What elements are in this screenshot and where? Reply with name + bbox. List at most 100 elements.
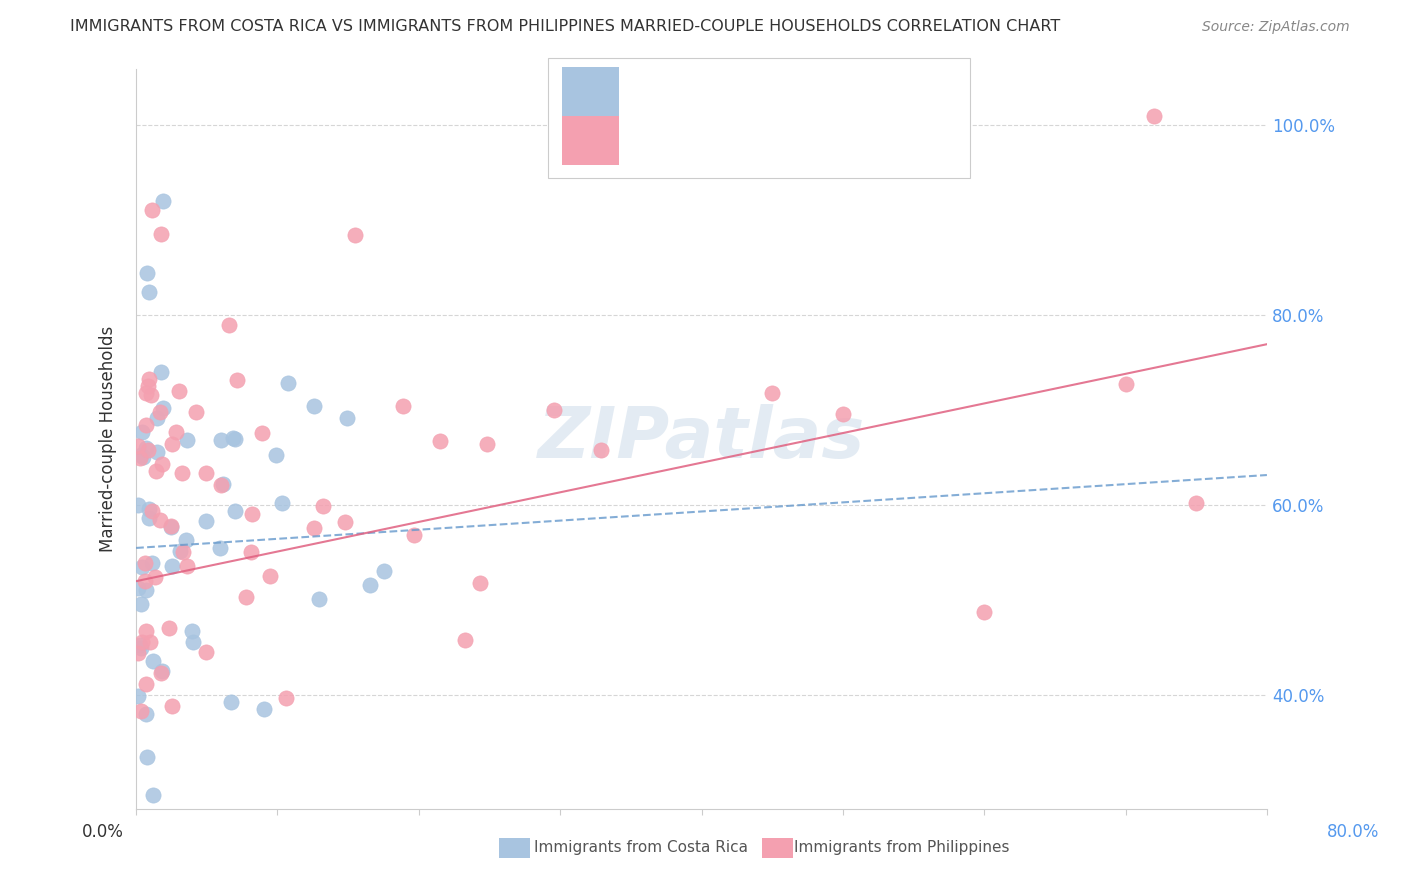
Point (146, 410, 169, 425)
Point (209, 434, 232, 448)
Point (127, 690, 149, 704)
Point (176, 533, 198, 547)
Point (136, 266, 159, 280)
Point (131, 425, 153, 440)
Point (312, 499, 335, 513)
Point (141, 504, 163, 518)
Point (127, 646, 149, 660)
Point (226, 373, 249, 387)
Point (149, 405, 172, 419)
Point (135, 386, 157, 401)
Point (1143, 109, 1166, 123)
Point (135, 707, 157, 722)
Point (250, 426, 273, 441)
Point (129, 704, 152, 718)
Point (761, 386, 783, 401)
Point (222, 431, 245, 445)
Point (160, 520, 183, 534)
Point (127, 582, 149, 596)
Point (160, 559, 183, 574)
Point (141, 556, 163, 570)
Point (149, 666, 172, 681)
Point (831, 407, 853, 421)
Point (160, 698, 183, 713)
Point (149, 513, 172, 527)
Point (344, 227, 367, 242)
Point (266, 448, 288, 462)
Point (333, 515, 356, 529)
Point (150, 664, 173, 678)
Point (129, 638, 152, 652)
Point (157, 620, 180, 634)
Point (165, 425, 187, 439)
Point (135, 677, 157, 691)
Point (176, 433, 198, 447)
Text: 80.0%: 80.0% (1326, 822, 1379, 840)
Point (308, 591, 330, 606)
Point (150, 457, 173, 471)
Text: R = 0.240: R = 0.240 (626, 118, 716, 136)
Point (138, 511, 160, 525)
Point (138, 502, 160, 516)
Point (150, 227, 173, 241)
Point (138, 372, 160, 386)
Point (131, 559, 153, 574)
Point (160, 437, 183, 451)
Point (139, 388, 162, 402)
Point (136, 749, 159, 764)
Point (132, 450, 155, 465)
Text: Immigrants from Philippines: Immigrants from Philippines (794, 840, 1010, 855)
Point (195, 645, 218, 659)
Point (134, 556, 156, 570)
Point (135, 441, 157, 455)
Text: R = 0.064: R = 0.064 (626, 69, 716, 87)
Point (429, 434, 451, 449)
Point (454, 633, 477, 648)
Point (392, 399, 415, 413)
Point (259, 568, 281, 582)
Point (973, 605, 995, 619)
Point (475, 436, 498, 450)
Point (172, 545, 194, 559)
Point (336, 411, 359, 425)
Point (136, 443, 159, 458)
Point (145, 445, 167, 459)
Point (129, 597, 152, 611)
Point (152, 194, 174, 209)
Point (129, 450, 152, 465)
Point (302, 399, 325, 413)
Point (138, 285, 160, 299)
Y-axis label: Married-couple Households: Married-couple Households (100, 326, 117, 552)
Point (143, 570, 166, 584)
Point (404, 528, 426, 542)
Point (141, 203, 163, 218)
Point (212, 476, 235, 491)
Text: N = 63: N = 63 (787, 118, 851, 136)
Point (152, 401, 174, 416)
Point (142, 788, 165, 802)
Point (209, 478, 232, 492)
Point (172, 466, 194, 480)
Text: IMMIGRANTS FROM COSTA RICA VS IMMIGRANTS FROM PHILIPPINES MARRIED-COUPLE HOUSEHO: IMMIGRANTS FROM COSTA RICA VS IMMIGRANTS… (70, 20, 1060, 34)
Point (135, 418, 157, 433)
Point (470, 576, 492, 591)
Text: Source: ZipAtlas.com: Source: ZipAtlas.com (1202, 21, 1350, 34)
Point (169, 543, 191, 558)
Point (218, 318, 240, 332)
Point (127, 498, 149, 512)
Point (240, 508, 263, 522)
Point (274, 691, 297, 706)
Point (359, 578, 381, 592)
Point (181, 634, 204, 648)
Point (373, 564, 395, 578)
Point (186, 405, 208, 419)
Point (194, 467, 217, 481)
Point (277, 376, 299, 390)
Point (136, 379, 159, 393)
Point (150, 366, 173, 380)
Point (224, 433, 246, 447)
Point (302, 521, 325, 535)
Point (129, 448, 152, 462)
Text: N = 51: N = 51 (787, 69, 851, 87)
Point (1115, 377, 1137, 392)
